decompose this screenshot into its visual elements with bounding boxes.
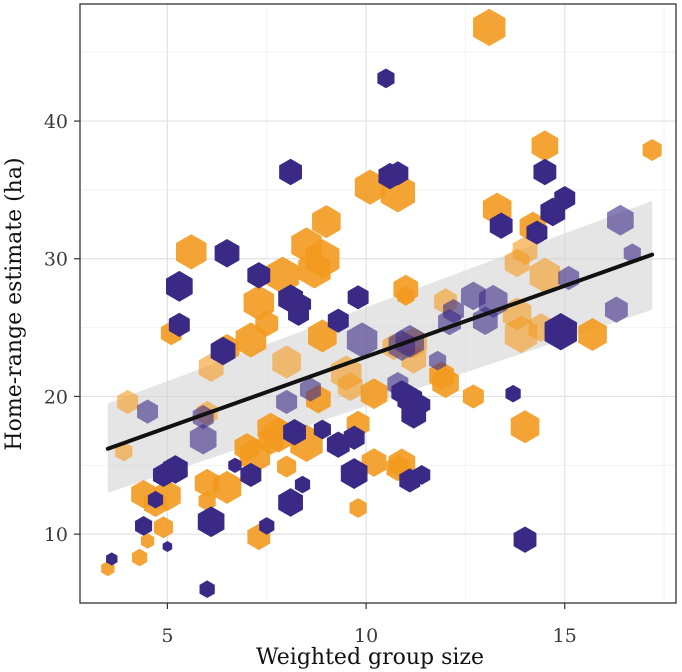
point-purple	[540, 197, 566, 227]
point-purple	[106, 552, 118, 566]
point-orange	[153, 516, 173, 539]
point-orange	[298, 251, 331, 289]
point-orange	[140, 533, 155, 549]
point-purple	[135, 515, 153, 536]
point-purple	[413, 465, 431, 485]
x-tick-label: 5	[161, 625, 173, 647]
point-orange	[272, 345, 301, 379]
point-purple	[162, 541, 173, 553]
point-purple	[327, 308, 349, 333]
y-tick-label: 20	[44, 386, 68, 408]
point-purple	[210, 336, 236, 366]
y-tick-label: 10	[44, 524, 68, 546]
point-purple	[147, 490, 164, 509]
point-purple	[544, 313, 577, 351]
point-orange	[131, 548, 148, 567]
point-orange	[198, 491, 216, 511]
point-purple	[533, 158, 557, 186]
point-orange	[361, 448, 387, 477]
point-orange	[349, 498, 367, 518]
point-purple	[346, 322, 378, 358]
point-orange	[510, 410, 540, 444]
point-purple	[152, 462, 174, 488]
point-orange	[504, 315, 538, 354]
y-tick-label: 30	[44, 249, 68, 271]
point-purple	[299, 377, 321, 402]
point-purple	[168, 312, 190, 337]
x-axis-title: Weighted group size	[256, 645, 484, 670]
point-orange	[529, 257, 561, 293]
point-purple	[240, 462, 262, 488]
point-purple	[189, 423, 217, 455]
point-purple	[228, 457, 242, 473]
y-tick-label: 40	[44, 111, 68, 133]
point-orange	[462, 384, 484, 409]
point-purple	[607, 204, 634, 236]
point-purple	[247, 262, 271, 289]
point-purple	[347, 285, 369, 310]
point-purple	[199, 580, 215, 599]
point-purple	[288, 301, 310, 326]
point-purple	[513, 526, 537, 553]
point-orange	[354, 169, 386, 205]
point-orange	[235, 322, 267, 358]
point-purple	[526, 220, 548, 245]
point-purple	[294, 475, 311, 494]
point-orange	[432, 367, 459, 399]
point-purple	[413, 394, 431, 415]
point-purple	[429, 350, 447, 371]
regression-line	[105, 252, 655, 451]
point-orange	[277, 455, 297, 478]
y-axis-title: Home-range estimate (ha)	[2, 157, 27, 450]
point-purple	[197, 506, 225, 538]
series-purple	[106, 68, 641, 599]
point-orange	[176, 234, 207, 270]
x-axis-ticks: 5 10 15	[161, 603, 577, 647]
point-orange	[642, 138, 662, 161]
point-orange	[239, 438, 271, 474]
point-orange	[473, 8, 506, 47]
point-orange	[337, 372, 363, 402]
point-purple	[278, 488, 303, 517]
point-purple	[604, 296, 628, 323]
point-orange	[212, 470, 242, 504]
point-purple	[505, 384, 521, 403]
point-purple	[283, 419, 306, 446]
point-orange	[504, 248, 530, 278]
point-purple	[259, 517, 275, 535]
point-purple	[489, 212, 513, 239]
point-purple	[387, 161, 409, 186]
point-purple	[313, 419, 331, 440]
point-purple	[276, 389, 298, 415]
point-purple	[166, 270, 193, 302]
point-orange	[360, 378, 388, 410]
point-orange	[578, 317, 607, 351]
point-purple	[343, 425, 365, 450]
y-axis-ticks: 10 20 30 40	[44, 111, 80, 546]
point-orange	[117, 389, 139, 415]
point-orange	[312, 205, 341, 239]
point-orange	[531, 130, 559, 162]
point-purple	[137, 399, 159, 424]
x-tick-label: 10	[354, 625, 378, 647]
point-purple	[377, 68, 395, 89]
point-orange	[397, 286, 415, 306]
x-tick-label: 15	[553, 625, 577, 647]
panel-border	[79, 3, 677, 604]
point-purple	[340, 458, 368, 489]
point-purple	[279, 158, 303, 186]
point-purple	[214, 238, 240, 268]
